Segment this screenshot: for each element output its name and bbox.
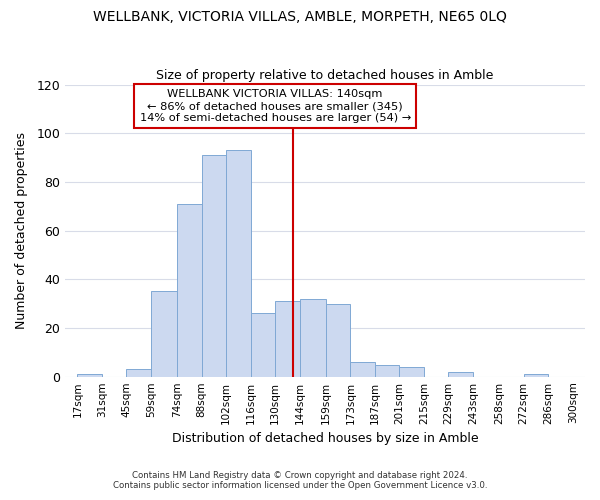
Bar: [251, 314, 275, 376]
Bar: [275, 301, 299, 376]
Bar: [177, 204, 202, 376]
Bar: [448, 372, 473, 376]
Bar: [524, 374, 548, 376]
Bar: [326, 304, 350, 376]
Title: Size of property relative to detached houses in Amble: Size of property relative to detached ho…: [157, 69, 494, 82]
Bar: [400, 367, 424, 376]
Text: WELLBANK, VICTORIA VILLAS, AMBLE, MORPETH, NE65 0LQ: WELLBANK, VICTORIA VILLAS, AMBLE, MORPET…: [93, 10, 507, 24]
Bar: [77, 374, 102, 376]
Bar: [151, 292, 177, 376]
Bar: [350, 362, 375, 376]
Bar: [226, 150, 251, 376]
Text: WELLBANK VICTORIA VILLAS: 140sqm
← 86% of detached houses are smaller (345)
14% : WELLBANK VICTORIA VILLAS: 140sqm ← 86% o…: [140, 90, 411, 122]
Bar: [127, 370, 151, 376]
Text: Contains HM Land Registry data © Crown copyright and database right 2024.
Contai: Contains HM Land Registry data © Crown c…: [113, 470, 487, 490]
Bar: [375, 364, 400, 376]
Y-axis label: Number of detached properties: Number of detached properties: [15, 132, 28, 329]
Bar: [299, 299, 326, 376]
X-axis label: Distribution of detached houses by size in Amble: Distribution of detached houses by size …: [172, 432, 478, 445]
Bar: [202, 155, 226, 376]
